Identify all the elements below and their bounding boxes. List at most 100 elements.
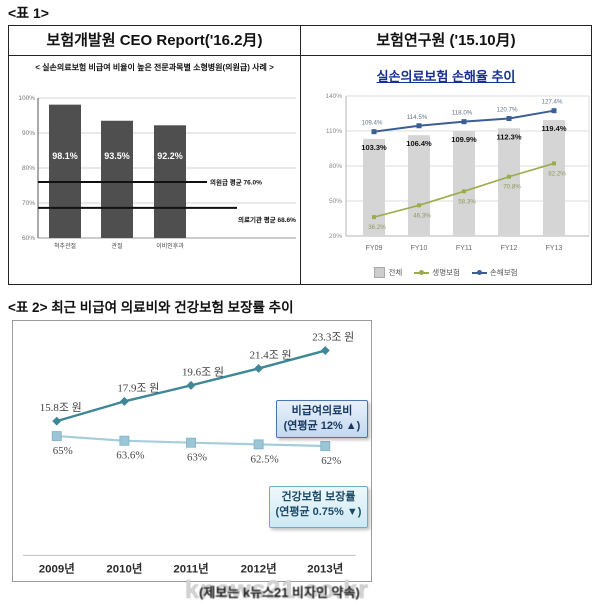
nonlife-marker xyxy=(506,116,512,122)
x-category-label: 이비인후과 xyxy=(156,242,184,250)
nonpay-marker xyxy=(254,363,264,373)
nonpay-value-label: 23.3조 원 xyxy=(312,331,354,344)
left-chart-title: < 실손의료보험 비급여 비율이 높은 전문과목별 소형병원(의원급) 사례 > xyxy=(35,63,274,72)
y-tick-label: 60% xyxy=(22,235,35,242)
watermark-site-text: knews21.co.kr xyxy=(185,576,369,604)
legend-dot xyxy=(476,270,482,275)
bar-value-label: 112.3% xyxy=(496,132,521,141)
life-marker xyxy=(552,161,556,166)
x-category-label: FY11 xyxy=(456,245,472,252)
line-value-label: 70.8% xyxy=(503,184,521,191)
bar-value-label: 92.2% xyxy=(157,151,183,161)
bar-FY09 xyxy=(363,138,385,236)
life-marker xyxy=(372,215,376,220)
y-tick-label: 70% xyxy=(22,200,35,207)
life-marker xyxy=(417,203,421,208)
coverage-value-label: 62.5% xyxy=(250,453,278,465)
nonpay-cost-label-line2: (연평균 12% ▲) xyxy=(283,419,361,432)
legend-item-전체: 전체 xyxy=(374,267,402,278)
legend-bar-swatch xyxy=(374,267,386,278)
x-category-label: 관절 xyxy=(111,242,122,250)
legend-line-swatch xyxy=(471,268,487,277)
watermark: knews21.co.kr (제보는 k뉴스21 비자인 약속) xyxy=(185,576,425,607)
bar-FY10 xyxy=(408,135,430,236)
y-tick-label: 110% xyxy=(326,128,342,135)
coverage-rate-label-box: 건강보험 보장률 (연평균 0.75% ▼) xyxy=(269,486,368,528)
line-value-label: 36.2% xyxy=(368,224,386,231)
coverage-rate-label-line1: 건강보험 보장률 xyxy=(281,491,356,503)
bar-척추관절 xyxy=(49,104,81,239)
right-chart-title: 실손의료보험 손해율 추이 xyxy=(376,69,516,84)
nonlife-marker xyxy=(461,119,467,125)
line-value-label: 127.4% xyxy=(542,99,563,106)
nonlife-marker xyxy=(371,129,377,135)
average-ref-label: 의원급 평균 76.0% xyxy=(210,178,262,187)
life-marker xyxy=(507,174,511,179)
nonpay-marker xyxy=(320,346,330,356)
bar-FY12 xyxy=(498,128,520,236)
nonlife-marker xyxy=(416,123,422,129)
table1-right-panel: 보험연구원 ('15.10月) 실손의료보험 손해율 추이 140% 110% 80… xyxy=(301,26,591,284)
nonpay-marker xyxy=(119,396,129,406)
nonpay-value-label: 21.4조 원 xyxy=(250,349,292,362)
x-category-label: 척추관절 xyxy=(54,242,76,250)
x-year-label: 2011년 xyxy=(173,561,208,575)
table1-box: 보험개발원 CEO Report('16.2月) < 실손의료보험 비급여 비율… xyxy=(8,25,592,285)
nonpay-value-label: 15.8조 원 xyxy=(40,401,82,414)
legend-item-생명보험: 생명보험 xyxy=(414,267,460,278)
coverage-value-label: 62% xyxy=(321,455,341,467)
line-value-label: 114.5% xyxy=(407,114,428,121)
y-tick-label: 140% xyxy=(325,93,342,100)
left-panel-header: 보험개발원 CEO Report('16.2月) xyxy=(9,26,300,56)
coverage-marker xyxy=(186,437,196,448)
specialty-nonpay-bar-chart: 100% 90% 80% 70% 60% 98.1% 척추관절 93.5% 관절 92.2% 이비인… xyxy=(18,95,296,250)
coverage-marker xyxy=(119,435,130,446)
coverage-trend-chart: 15.8조 원 17.9조 원 19.6조 원 21.4조 원 23.3조 원 65% 63… xyxy=(22,331,357,575)
life-marker xyxy=(462,189,466,194)
bar-value-label: 119.4% xyxy=(541,124,566,133)
bar-FY11 xyxy=(453,131,475,236)
average-ref-label: 의료기관 평균 68.6% xyxy=(238,215,296,224)
line-value-label: 82.2% xyxy=(548,170,566,177)
line-value-label: 118.0% xyxy=(452,110,473,117)
y-tick-label: 80% xyxy=(329,163,342,170)
legend-label: 손해보험 xyxy=(489,268,518,277)
legend-item-손해보험: 손해보험 xyxy=(471,267,518,278)
nonpay-marker xyxy=(52,416,62,426)
coverage-value-label: 63% xyxy=(187,452,207,464)
line-value-label: 58.3% xyxy=(458,198,476,205)
coverage-marker xyxy=(320,441,331,451)
watermark-overlay-text: (제보는 k뉴스21 비자인 약속) xyxy=(199,585,360,600)
coverage-marker xyxy=(51,431,62,442)
bar-value-label: 109.9% xyxy=(451,135,477,144)
bar-FY13 xyxy=(543,120,565,236)
bar-value-label: 98.1% xyxy=(52,151,78,161)
line-value-label: 46.3% xyxy=(413,212,431,219)
y-tick-label: 90% xyxy=(22,130,35,137)
legend-label: 전체 xyxy=(388,268,403,277)
x-year-label: 2012년 xyxy=(241,561,277,575)
coverage-value-label: 65% xyxy=(53,445,73,457)
coverage-value-label: 63.6% xyxy=(116,450,144,462)
nonpay-cost-label-box: 비급여의료비 (연평균 12% ▲) xyxy=(276,400,368,438)
x-category-label: FY10 xyxy=(411,245,428,252)
chart-legend: 전체 생명보험 손해보험 xyxy=(301,267,591,278)
y-tick-label: 100% xyxy=(18,95,35,102)
x-year-label: 2009년 xyxy=(39,561,75,575)
nonpay-cost-label-line1: 비급여의료비 xyxy=(291,405,353,417)
nonpay-value-label: 17.9조 원 xyxy=(117,381,159,394)
right-panel-header: 보험연구원 ('15.10月) xyxy=(301,26,591,56)
table1-left-panel: 보험개발원 CEO Report('16.2月) < 실손의료보험 비급여 비율… xyxy=(9,26,301,284)
x-category-label: FY09 xyxy=(366,245,383,252)
table2-box: 15.8조 원 17.9조 원 19.6조 원 21.4조 원 23.3조 원 65% 63… xyxy=(12,320,372,582)
bar-value-label: 106.4% xyxy=(406,139,432,148)
line-value-label: 120.7% xyxy=(497,107,518,114)
bar-관절 xyxy=(101,120,133,238)
y-tick-label: 20% xyxy=(329,233,342,240)
nonpay-marker xyxy=(186,380,196,390)
coverage-marker xyxy=(253,439,264,450)
bar-value-label: 93.5% xyxy=(104,151,130,161)
line-value-label: 109.4% xyxy=(362,120,383,127)
coverage-rate-label-line2: (연평균 0.75% ▼) xyxy=(275,505,362,518)
